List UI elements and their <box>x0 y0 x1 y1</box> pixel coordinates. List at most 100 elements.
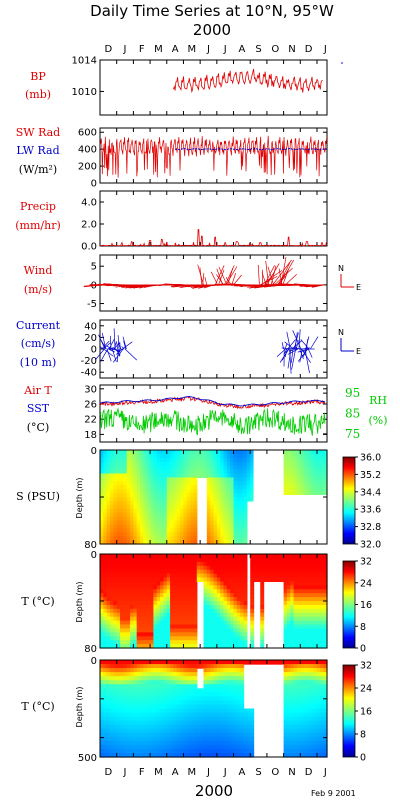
air-t-series-line <box>99 396 326 410</box>
temp500-cell-1289 <box>313 672 318 677</box>
temp500-cell-1361 <box>323 672 328 677</box>
temp80-cell-747 <box>206 604 211 610</box>
temp80-cell-629 <box>186 573 191 579</box>
salinity-cell-515 <box>170 493 175 498</box>
temp80-cell-607 <box>183 581 188 586</box>
salinity-cell-260 <box>133 528 138 533</box>
wind-stick-137 <box>214 265 225 286</box>
temp500-cell-716 <box>200 664 205 669</box>
salinity-cell-727 <box>206 489 211 494</box>
temp80-cell-308 <box>140 632 144 637</box>
salinity-cell-1140 <box>313 453 318 459</box>
temp80-cell-961 <box>236 597 241 602</box>
temp500-cell-1364 <box>323 684 328 689</box>
salinity-cell-374 <box>150 504 155 510</box>
salinity-cell-257 <box>133 516 138 522</box>
temp500-cell-125 <box>116 680 121 685</box>
rad-ytick-label-0: 600 <box>78 128 97 139</box>
temp80-cell-230 <box>130 608 134 614</box>
temp80-cell-1005 <box>243 581 248 586</box>
temp500-cell-1283 <box>310 744 315 750</box>
temp500-cell-298 <box>140 700 144 706</box>
temp500-cell-1331 <box>316 744 321 750</box>
salinity-cell-367 <box>150 477 155 482</box>
salinity-cell-122 <box>116 457 121 463</box>
temp80-cell-571 <box>176 628 181 633</box>
temp80-cell-1216 <box>293 624 298 630</box>
salinity-cell-481 <box>166 453 171 459</box>
temp80-cell-1114 <box>276 561 281 567</box>
salinity-cell-965 <box>240 481 245 486</box>
temp500-cell-1302 <box>313 724 318 730</box>
temp500-cell-510 <box>170 684 175 689</box>
temp80-cell-663 <box>190 612 195 618</box>
temp80-cell-827 <box>216 636 221 641</box>
temp500-cell-1270 <box>310 692 315 697</box>
temp80-cell-159 <box>120 612 124 618</box>
salinity-cell-10 <box>100 489 104 494</box>
wind-compass-e: E <box>356 283 361 292</box>
temp500-cell-294 <box>140 684 144 689</box>
temp500-cell-127 <box>116 688 121 693</box>
temp80-cell-1006 <box>243 585 248 590</box>
temp500-cell-651 <box>190 672 195 677</box>
salinity-cell-92 <box>110 528 114 533</box>
temp500-cell-471 <box>163 720 168 726</box>
temp500-cell-28 <box>103 676 108 681</box>
temp500-cell-1330 <box>316 740 321 746</box>
salinity-cell-981 <box>243 450 248 455</box>
temp500-cell-96 <box>113 660 118 665</box>
temp500-cell-420 <box>156 708 161 714</box>
temp80-cell-429 <box>156 636 161 641</box>
temp80-cell-974 <box>240 554 245 559</box>
salinity-cell-660 <box>190 497 195 502</box>
salinity-gap-rect <box>253 450 282 544</box>
temp80-cell-102 <box>113 577 118 583</box>
salinity-cell-638 <box>186 504 191 510</box>
temp80-cell-1045 <box>250 644 255 649</box>
temp80-cell-904 <box>230 561 235 567</box>
temp80-cell-402 <box>153 624 158 630</box>
temp80-cell-147 <box>120 565 124 571</box>
temp500-cell-423 <box>156 720 161 726</box>
salinity-cell-368 <box>150 481 155 486</box>
salinity-cell-26 <box>103 457 108 463</box>
temp500-cell-866 <box>220 708 225 714</box>
temp500-cell-150 <box>120 684 124 689</box>
temp80-cell-240 <box>133 554 138 559</box>
temp80-cell-328 <box>143 616 148 622</box>
temp500-cell-789 <box>210 688 215 693</box>
temp500-cell-807 <box>213 664 218 669</box>
temp80-cell-312 <box>143 554 148 559</box>
temp80-cell-467 <box>163 597 168 602</box>
salinity-depth-label: Depth (m) <box>75 478 84 519</box>
salinity-cell-163 <box>120 524 124 529</box>
temp500-cell-89 <box>110 728 114 734</box>
temp80-cell-20 <box>100 632 104 637</box>
salinity-cell-194 <box>126 457 131 463</box>
salinity-cell-712 <box>203 457 208 463</box>
salinity-colorbar-label-3: 33.6 <box>360 505 381 516</box>
temp500-cell-657 <box>190 696 195 702</box>
temp80-cell-526 <box>170 640 175 645</box>
salinity-colorbar-label-1: 35.2 <box>360 470 381 481</box>
temp80-cell-173 <box>123 573 128 579</box>
temp500-cell-148 <box>120 676 124 681</box>
salinity-cell-140 <box>116 528 121 533</box>
temp80-cell-366 <box>150 577 155 583</box>
temp500-cell-344 <box>146 692 151 697</box>
temp500-cell-838 <box>216 692 221 697</box>
temp80-cell-1193 <box>290 628 295 633</box>
temp500-cell-1253 <box>306 720 311 726</box>
temp500-cell-998 <box>240 660 245 665</box>
salinity-cell-1130 <box>310 461 315 467</box>
salinity-cell-104 <box>113 481 118 486</box>
temp80-cell-464 <box>163 585 168 590</box>
temp80-cell-1029 <box>250 581 255 586</box>
temp500-cell-705 <box>196 716 201 722</box>
salinity-cell-730 <box>206 500 211 506</box>
temp500-cell-1374 <box>323 724 328 730</box>
temp80-cell-327 <box>143 612 148 618</box>
temp80-cell-717 <box>203 581 208 586</box>
temp80-cell-787 <box>213 573 218 579</box>
